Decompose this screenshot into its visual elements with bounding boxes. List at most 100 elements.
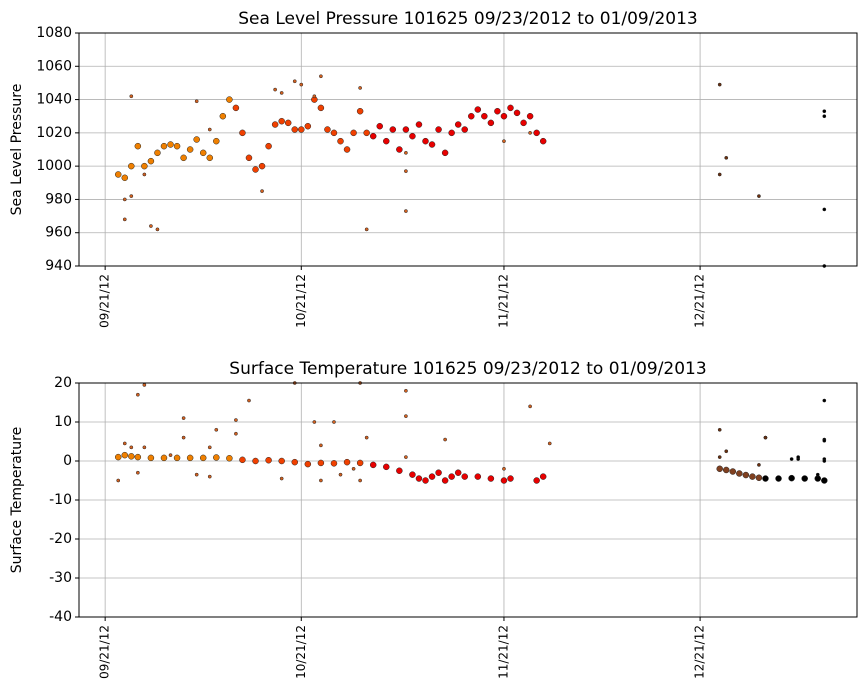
data-point [193, 136, 200, 143]
data-point [435, 469, 442, 476]
data-point [279, 476, 284, 481]
y-tick-label: -40 [49, 609, 72, 625]
data-point [292, 79, 297, 84]
y-tick-label: 1040 [36, 92, 72, 108]
data-point [129, 94, 134, 99]
data-point [317, 104, 325, 112]
data-point [369, 132, 377, 140]
data-point [181, 416, 186, 420]
data-point [363, 129, 370, 137]
data-point [443, 437, 447, 442]
data-point [717, 172, 722, 177]
data-point [304, 460, 312, 468]
data-point [409, 471, 416, 478]
data-point [181, 435, 186, 440]
data-point [312, 420, 317, 424]
data-point [252, 166, 259, 173]
data-point [116, 478, 121, 483]
x-tick-label: 10/21/12 [294, 625, 308, 679]
data-point [219, 112, 227, 120]
data-point [757, 194, 761, 198]
data-point [822, 109, 827, 114]
data-point [500, 477, 508, 484]
data-point [114, 453, 122, 461]
data-point [324, 126, 331, 133]
data-point [279, 91, 284, 95]
data-point [273, 87, 277, 92]
data-point [422, 477, 429, 484]
x-tick-label: 12/21/12 [693, 274, 707, 328]
data-point [528, 131, 532, 135]
data-point [271, 121, 279, 128]
y-tick-label: -20 [49, 531, 72, 547]
data-point [141, 162, 148, 170]
data-point [332, 420, 336, 424]
data-point [167, 141, 174, 148]
data-point [762, 475, 769, 482]
y-axis-label: Surface Temperature [9, 427, 25, 573]
data-point [822, 207, 827, 212]
data-point [383, 137, 390, 145]
x-tick-label: 11/21/12 [496, 625, 510, 679]
data-point [441, 477, 449, 484]
plot-frame [78, 382, 858, 618]
data-point [396, 146, 403, 153]
data-point [121, 451, 129, 459]
data-point [134, 142, 142, 150]
data-point [160, 454, 168, 462]
chart-title: Surface Temperature 101625 09/23/2012 to… [229, 359, 706, 379]
data-point [502, 466, 506, 471]
data-point [507, 475, 514, 482]
data-point [722, 466, 730, 474]
data-point [149, 224, 153, 228]
data-point [757, 463, 761, 467]
y-tick-label: 10 [54, 414, 72, 430]
data-point [291, 126, 298, 133]
data-point [207, 127, 212, 132]
data-point [404, 455, 408, 459]
data-point [539, 473, 547, 480]
data-point [128, 162, 135, 170]
x-tick-label: 10/21/12 [294, 274, 308, 328]
data-point [319, 443, 323, 448]
data-point [180, 154, 187, 162]
data-point [298, 126, 305, 133]
data-point [729, 468, 737, 475]
data-point [252, 457, 259, 465]
data-point [428, 473, 436, 480]
data-point [239, 129, 246, 137]
data-point [404, 414, 408, 418]
data-point [481, 112, 488, 120]
x-tick-label: 12/21/12 [693, 625, 707, 679]
data-point [278, 117, 285, 125]
data-point [422, 137, 429, 145]
data-point [775, 475, 782, 482]
data-point [155, 227, 160, 232]
data-point [822, 114, 827, 119]
y-axis-label: Sea Level Pressure [9, 84, 25, 216]
data-point [528, 404, 532, 409]
data-point [319, 74, 323, 79]
data-point [121, 174, 129, 182]
data-point [507, 104, 514, 112]
data-point [265, 456, 272, 464]
data-point [402, 126, 410, 133]
data-point [526, 112, 534, 120]
data-point [330, 129, 338, 137]
data-point [404, 388, 408, 393]
data-point [717, 427, 722, 432]
data-point [114, 171, 122, 178]
data-point [142, 383, 147, 387]
data-point [351, 466, 356, 471]
x-tick-label: 09/21/12 [98, 625, 112, 679]
data-point [122, 441, 127, 446]
data-point [337, 137, 344, 145]
data-point [239, 456, 246, 464]
data-point [454, 469, 462, 476]
data-point [415, 121, 423, 128]
data-point [278, 457, 285, 465]
data-point [122, 217, 127, 222]
data-point [742, 471, 750, 479]
data-point [789, 457, 794, 461]
data-point [168, 453, 173, 457]
